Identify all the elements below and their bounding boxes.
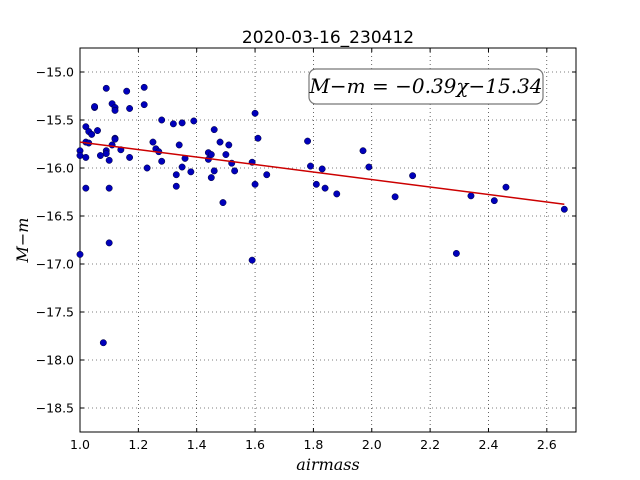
x-tick-label: 1.6 (245, 437, 265, 452)
data-point (254, 134, 262, 142)
data-point (216, 138, 224, 146)
data-point (105, 184, 113, 192)
data-point (452, 249, 460, 257)
data-point (263, 171, 271, 179)
data-point (318, 165, 326, 173)
data-point (560, 205, 568, 213)
data-point (231, 167, 239, 175)
y-tick-label: −18.5 (36, 401, 74, 416)
y-axis-label: M−m (13, 218, 32, 264)
annotation-text: M−m = −0.39χ−15.34 (308, 74, 542, 98)
data-point (111, 135, 119, 143)
y-tick-label: −15.5 (36, 113, 74, 128)
chart-title: 2020-03-16_230412 (242, 28, 414, 48)
x-tick-label: 1.0 (70, 437, 90, 452)
x-tick-label: 1.8 (303, 437, 323, 452)
data-point (178, 119, 186, 127)
data-point (94, 127, 101, 135)
data-point (158, 157, 166, 165)
data-point (102, 84, 110, 92)
data-point (76, 250, 84, 258)
data-point (321, 184, 329, 192)
data-point (123, 87, 131, 95)
plot-frame (79, 47, 577, 433)
y-tick-label: −15.0 (36, 65, 74, 80)
grid (79, 48, 576, 432)
data-point (391, 193, 399, 201)
data-point (359, 147, 367, 155)
data-point (178, 163, 186, 171)
data-point (126, 105, 134, 112)
data-point (172, 171, 180, 179)
data-points (76, 83, 568, 347)
data-point (333, 190, 341, 198)
x-tick-label: 2.4 (479, 437, 499, 452)
data-point (225, 141, 233, 149)
y-tick-label: −16.0 (36, 161, 74, 176)
fit-annotation: M−m = −0.39χ−15.34 (308, 68, 544, 105)
data-point (207, 174, 215, 182)
data-point (140, 83, 148, 91)
data-point (96, 152, 104, 159)
data-point (210, 167, 218, 175)
data-point (82, 153, 90, 161)
data-point (251, 180, 259, 188)
data-point (172, 182, 180, 190)
fit-line (79, 141, 565, 205)
x-tick-label: 1.2 (128, 437, 148, 452)
data-point (312, 180, 320, 188)
data-point (158, 116, 166, 124)
y-tick-label: −17.0 (36, 257, 74, 272)
data-point (91, 103, 99, 111)
x-tick-label: 1.4 (187, 437, 207, 452)
data-point (126, 153, 134, 161)
data-point (490, 197, 498, 205)
annotation-box (308, 68, 544, 105)
x-tick-label: 2.0 (362, 437, 382, 452)
data-point (187, 168, 195, 176)
data-point (467, 192, 475, 200)
data-point (143, 164, 151, 172)
data-point (88, 130, 96, 138)
data-point (248, 256, 256, 264)
data-point (251, 109, 259, 117)
data-point (307, 162, 314, 170)
y-tick-label: −16.5 (36, 209, 74, 224)
data-point (149, 138, 157, 146)
data-point (105, 239, 113, 247)
data-point (82, 184, 90, 192)
data-point (105, 156, 113, 164)
x-tick-label: 2.6 (537, 437, 557, 452)
data-point (207, 151, 215, 159)
data-point (111, 106, 119, 114)
data-point (365, 163, 373, 171)
data-point (502, 183, 510, 191)
data-point (222, 151, 230, 159)
data-point (304, 137, 312, 145)
x-tick-label: 2.2 (420, 437, 440, 452)
data-point (99, 339, 107, 347)
axis-ticks: 1.0 1.2 1.4 1.6 1.8 2.0 2.2 2.4 2.6 −15.0 −15.5 −16… (36, 48, 576, 452)
data-point (102, 150, 110, 158)
data-point (140, 101, 148, 109)
data-point (76, 152, 84, 159)
data-point (169, 120, 177, 128)
data-point (210, 126, 218, 134)
data-point (219, 199, 227, 207)
data-point (175, 141, 183, 149)
y-tick-label: −18.0 (36, 353, 74, 368)
y-tick-label: −17.5 (36, 305, 74, 320)
data-point (409, 172, 417, 180)
x-axis-label: airmass (296, 455, 359, 474)
data-point (190, 117, 198, 125)
